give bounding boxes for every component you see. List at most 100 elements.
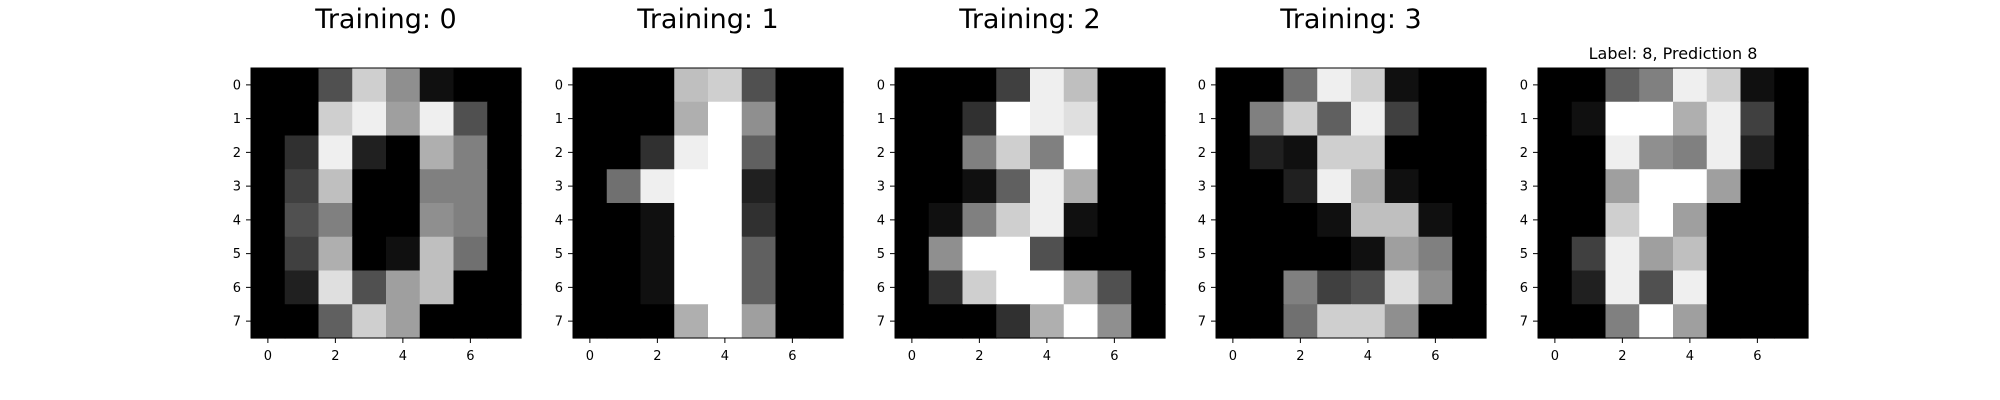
- pixel-cell: [1571, 236, 1607, 272]
- pixel-cell: [1063, 203, 1099, 238]
- pixel-cell: [1384, 101, 1420, 137]
- y-tick-label: 6: [1520, 281, 1528, 296]
- pixel-cell: [962, 68, 997, 103]
- pixel-cell: [1283, 304, 1318, 339]
- pixel-cell: [1706, 270, 1742, 305]
- x-tick-label: 2: [331, 349, 339, 364]
- pixel-cell: [419, 236, 455, 272]
- pixel-cell: [1639, 68, 1674, 103]
- pixel-cell: [1351, 101, 1386, 137]
- y-tick-label: 6: [1198, 281, 1206, 296]
- pixel-cell: [928, 135, 964, 170]
- pixel-cell: [1097, 270, 1132, 305]
- pixel-cell: [1452, 169, 1487, 204]
- pixel-cell: [419, 270, 455, 305]
- pixel-cell: [352, 270, 387, 305]
- pixel-cell: [1249, 101, 1285, 137]
- pixel-cell: [318, 135, 353, 170]
- pixel-cell: [640, 236, 675, 272]
- pixel-cell: [1097, 169, 1132, 204]
- pixel-cell: [1249, 236, 1285, 272]
- pixel-cell: [996, 68, 1031, 103]
- pixel-cell: [1452, 101, 1487, 137]
- pixel-cell: [895, 236, 930, 272]
- pixel-cell: [251, 101, 286, 137]
- axes-frame: [1537, 67, 1809, 339]
- pixel-grid: [895, 68, 1166, 339]
- pixel-cell: [1097, 68, 1132, 103]
- pixel-cell: [1571, 135, 1607, 170]
- pixel-cell: [962, 169, 997, 204]
- pixel-cell: [996, 135, 1031, 170]
- pixel-cell: [996, 101, 1031, 137]
- y-tick-label: 3: [233, 180, 241, 195]
- pixel-cell: [809, 169, 844, 204]
- pixel-cell: [352, 203, 387, 238]
- pixel-cell: [1571, 101, 1607, 137]
- pixel-cell: [674, 304, 709, 339]
- pixel-cell: [1673, 169, 1708, 204]
- pixel-cell: [1030, 203, 1065, 238]
- pixel-cell: [895, 203, 930, 238]
- y-tick-label: 1: [877, 112, 885, 127]
- pixel-cell: [1673, 270, 1708, 305]
- pixel-cell: [284, 68, 320, 103]
- pixel-cell: [352, 304, 387, 339]
- x-tick-label: 0: [1229, 349, 1237, 364]
- pixel-cell: [640, 101, 675, 137]
- pixel-cell: [1030, 270, 1065, 305]
- pixel-cell: [640, 135, 675, 170]
- pixel-cell: [1283, 236, 1318, 272]
- pixel-cell: [284, 101, 320, 137]
- pixel-cell: [1063, 270, 1099, 305]
- pixel-cell: [1097, 203, 1132, 238]
- pixel-cell: [386, 135, 421, 170]
- pixel-cell: [1706, 304, 1742, 339]
- pixel-cell: [1639, 270, 1674, 305]
- pixel-cell: [487, 101, 522, 137]
- pixel-cell: [996, 203, 1031, 238]
- y-tick-label: 7: [233, 315, 241, 330]
- pixel-cell: [1317, 203, 1352, 238]
- pixel-cell: [251, 236, 286, 272]
- pixel-cell: [640, 169, 675, 204]
- pixel-cell: [1706, 203, 1742, 238]
- pixel-cell: [1673, 203, 1708, 238]
- pixel-cell: [352, 169, 387, 204]
- pixel-cell: [1216, 68, 1251, 103]
- digit-plot-1: Training: 1 0 2 4 6 0 1 2 3 4 5 6 7: [555, 4, 844, 364]
- pixel-cell: [1740, 169, 1775, 204]
- pixel-cell: [487, 304, 522, 339]
- pixel-cell: [1774, 101, 1809, 137]
- pixel-cell: [419, 68, 455, 103]
- pixel-cell: [895, 304, 930, 339]
- pixel-cell: [928, 304, 964, 339]
- x-tick-label: 0: [1551, 349, 1559, 364]
- pixel-cell: [251, 135, 286, 170]
- pixel-cell: [318, 304, 353, 339]
- axes-frame: [572, 67, 844, 339]
- pixel-cell: [741, 101, 777, 137]
- pixel-cell: [1131, 135, 1166, 170]
- pixel-cell: [1418, 101, 1453, 137]
- pixel-cell: [1740, 101, 1775, 137]
- pixel-cell: [251, 203, 286, 238]
- pixel-cell: [1571, 203, 1607, 238]
- pixel-cell: [775, 135, 810, 170]
- pixel-cell: [606, 101, 642, 137]
- pixel-cell: [1538, 270, 1573, 305]
- pixel-cell: [386, 236, 421, 272]
- pixel-cell: [1605, 270, 1640, 305]
- pixel-cell: [1538, 236, 1573, 272]
- pixel-cell: [809, 203, 844, 238]
- pixel-cell: [453, 169, 488, 204]
- pixel-cell: [1384, 203, 1420, 238]
- pixel-cell: [1538, 68, 1573, 103]
- pixel-cell: [741, 135, 777, 170]
- pixel-cell: [1418, 203, 1453, 238]
- pixel-cell: [1030, 135, 1065, 170]
- pixel-cell: [1452, 135, 1487, 170]
- y-tick-label: 1: [1198, 112, 1206, 127]
- pixel-cell: [1418, 169, 1453, 204]
- x-tick-label: 4: [1043, 349, 1051, 364]
